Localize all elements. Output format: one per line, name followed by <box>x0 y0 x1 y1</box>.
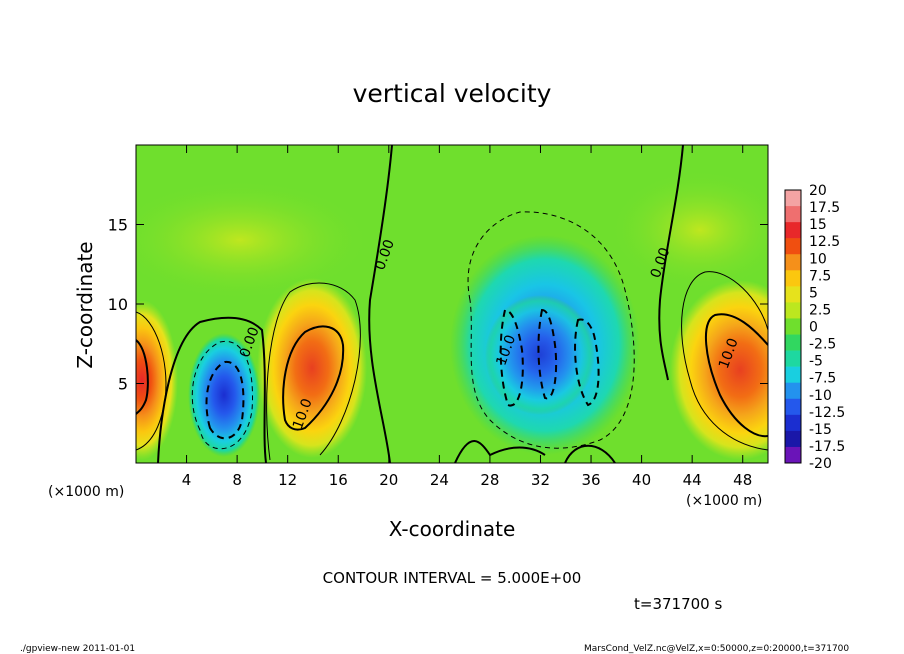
contours <box>136 145 768 463</box>
chart-title: vertical velocity <box>353 79 552 108</box>
x-tick-label-10: 44 <box>683 471 702 489</box>
field-updraft-2 <box>257 278 367 458</box>
colorbar-swatch-1 <box>785 206 801 223</box>
x-tick-label-3: 16 <box>329 471 348 489</box>
field-weak-up-left <box>136 180 370 300</box>
colorbar-label-9: -2.5 <box>809 337 836 353</box>
colorbar-label-0: 20 <box>809 183 827 199</box>
x-tick-label-4: 20 <box>379 471 398 489</box>
contour-neg-10-down1 <box>205 360 245 440</box>
contour-pos-updraft2 <box>266 282 361 461</box>
colorbar-frame <box>784 189 802 464</box>
colorbar-label-4: 10 <box>809 251 827 267</box>
contour-zero-3 <box>658 145 684 381</box>
colorbar-swatch-12 <box>785 382 801 400</box>
footer-right: MarsCond_VelZ.nc@VelZ,x=0:50000,z=0:2000… <box>584 644 849 654</box>
colorbar-label-8: 0 <box>809 320 818 336</box>
x-tick-label-7: 32 <box>531 471 550 489</box>
contour-neg-10-down2-c <box>574 318 600 407</box>
colorbar-label-15: -17.5 <box>809 439 845 455</box>
contour-zero-2 <box>368 145 393 463</box>
colorbar-label-5: 7.5 <box>809 268 831 284</box>
colorbar-swatch-4 <box>785 254 801 271</box>
colorbar-swatch-14 <box>785 414 801 432</box>
colorbar-swatch-13 <box>785 398 801 416</box>
x-tick-label-6: 28 <box>480 471 499 489</box>
footer-left: ./gpview-new 2011-01-01 <box>20 644 135 654</box>
colorbar-swatch-0 <box>785 190 801 207</box>
colorbar-swatch-9 <box>785 334 801 351</box>
contour-pos-10-updraft3 <box>704 313 768 438</box>
colorbar-swatch-2 <box>785 222 801 239</box>
colorbar-label-10: -5 <box>809 354 823 370</box>
contour-pos-10-left <box>136 339 149 415</box>
field-downdraft-1 <box>188 333 260 457</box>
contour-zero-4 <box>454 440 546 463</box>
colorbar-label-3: 12.5 <box>809 234 840 250</box>
y-tick-label-1: 10 <box>108 295 128 314</box>
x-tick-label-2: 12 <box>278 471 297 489</box>
x-tick-label-0: 4 <box>182 471 192 489</box>
colorbar-swatch-10 <box>785 350 801 367</box>
colorbar-label-7: 2.5 <box>809 302 831 318</box>
colorbar-label-2: 15 <box>809 217 827 233</box>
colorbar-label-12: -10 <box>809 388 832 404</box>
y-axis-label: Z-coordinate <box>73 241 97 368</box>
colorbar-label-13: -12.5 <box>809 405 845 421</box>
contour-neg-5-down1 <box>191 340 253 450</box>
plot-area <box>136 145 768 463</box>
contour-zero-1 <box>157 316 267 463</box>
colorbar-swatch-6 <box>785 286 801 303</box>
colorbar-label-16: -20 <box>809 456 832 472</box>
colorbar-swatch-15 <box>785 430 801 448</box>
contour-pos-10-updraft2 <box>282 325 345 431</box>
field-updraft-edge <box>136 300 178 460</box>
y-tick-label-2: 15 <box>108 216 128 235</box>
contour-neg-10-down2-a <box>499 308 524 407</box>
colorbar-swatch-7 <box>785 302 801 319</box>
y-tick-label-0: 5 <box>118 375 128 394</box>
x-unit-left: (×1000 m) <box>48 484 124 500</box>
x-tick-label-8: 36 <box>581 471 600 489</box>
x-axis-label: X-coordinate <box>389 517 516 541</box>
x-unit-right: (×1000 m) <box>686 493 762 509</box>
colorbar-swatch-5 <box>785 270 801 287</box>
contour-pos-left <box>136 311 167 451</box>
contour-neg-10-down2-b <box>537 308 558 400</box>
colorbar-swatch-16 <box>785 446 801 464</box>
colorbar-label-6: 5 <box>809 285 818 301</box>
colorbar-label-11: -7.5 <box>809 371 836 387</box>
time-label: t=371700 s <box>634 595 722 613</box>
field-downdraft-2-core <box>485 295 595 415</box>
contour-neg-5-down2 <box>467 211 635 449</box>
x-tick-label-11: 48 <box>733 471 752 489</box>
contour-pos-updraft3 <box>681 271 768 451</box>
x-tick-label-5: 24 <box>430 471 449 489</box>
contour-interval-label: CONTOUR INTERVAL = 5.000E+00 <box>323 569 582 587</box>
colorbar-swatch-8 <box>785 318 801 335</box>
x-tick-label-9: 40 <box>632 471 651 489</box>
field-weak-up-right <box>610 170 768 290</box>
colorbar-swatch-3 <box>785 238 801 255</box>
colorbar-label-14: -15 <box>809 422 832 438</box>
x-tick-label-1: 8 <box>232 471 242 489</box>
contour-zero-5 <box>564 444 616 463</box>
colorbar-label-1: 17.5 <box>809 200 840 216</box>
colorbar-swatch-11 <box>785 366 801 384</box>
field-updraft-3 <box>670 280 768 460</box>
